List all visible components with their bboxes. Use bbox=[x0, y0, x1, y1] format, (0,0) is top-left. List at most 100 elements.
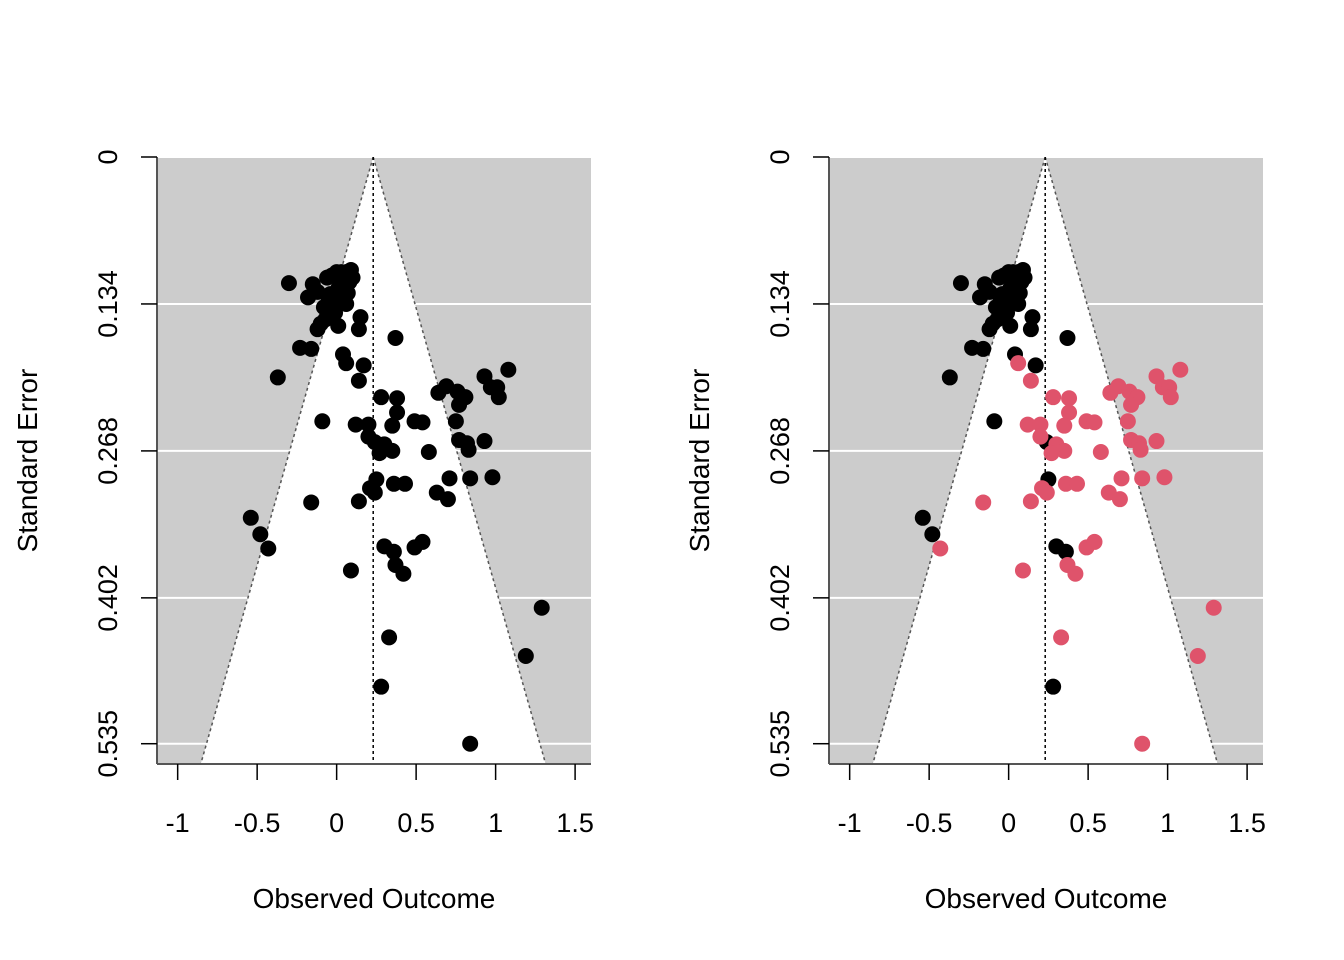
y-tick-label: 0.268 bbox=[93, 417, 123, 485]
data-point bbox=[1053, 629, 1070, 646]
data-point bbox=[1086, 533, 1103, 550]
funnel-left-boundary bbox=[199, 157, 374, 764]
data-point bbox=[389, 404, 406, 421]
data-point bbox=[914, 509, 931, 526]
funnel-right-boundary bbox=[372, 157, 547, 764]
data-point bbox=[1172, 361, 1189, 378]
data-point bbox=[312, 315, 329, 332]
data-point bbox=[1024, 309, 1041, 326]
data-point bbox=[330, 317, 347, 334]
data-point bbox=[1032, 416, 1049, 433]
data-point bbox=[1010, 355, 1027, 372]
data-point bbox=[384, 442, 401, 459]
funnel-left-boundary bbox=[871, 157, 1046, 764]
data-point bbox=[355, 357, 372, 374]
data-point bbox=[397, 475, 413, 492]
x-tick-label: 0.5 bbox=[1069, 808, 1107, 838]
x-tick-label: -1 bbox=[838, 808, 862, 838]
data-point bbox=[373, 389, 390, 406]
data-point bbox=[517, 647, 534, 664]
data-point bbox=[280, 275, 297, 292]
data-point bbox=[269, 369, 286, 386]
data-point bbox=[342, 562, 359, 579]
data-point bbox=[1123, 396, 1140, 413]
x-tick-label: -0.5 bbox=[906, 808, 953, 838]
data-point bbox=[1205, 599, 1222, 616]
plot-region bbox=[157, 157, 591, 764]
data-point bbox=[384, 417, 401, 434]
data-point bbox=[1010, 295, 1027, 312]
y-tick-label: 0 bbox=[765, 149, 795, 164]
data-point bbox=[1061, 390, 1078, 407]
data-point bbox=[462, 735, 479, 752]
series-2 bbox=[932, 355, 1222, 752]
y-tick-label: 0.134 bbox=[93, 270, 123, 338]
y-tick-label: 0.268 bbox=[765, 417, 795, 485]
data-point bbox=[932, 540, 949, 557]
data-point bbox=[500, 361, 517, 378]
funnel-region bbox=[872, 157, 1218, 764]
funnel-region bbox=[200, 157, 546, 764]
x-tick-label: 1 bbox=[488, 808, 503, 838]
data-point bbox=[1043, 445, 1060, 462]
data-point bbox=[1027, 357, 1044, 374]
x-tick-label: 0.5 bbox=[397, 808, 435, 838]
data-point bbox=[986, 413, 1003, 430]
x-tick-label: 1.5 bbox=[1228, 808, 1266, 838]
data-point bbox=[1059, 329, 1076, 346]
data-point bbox=[1111, 491, 1128, 508]
data-point bbox=[1132, 441, 1149, 458]
data-point bbox=[1134, 470, 1151, 487]
data-point bbox=[1162, 389, 1179, 406]
data-point bbox=[533, 599, 550, 616]
data-point bbox=[941, 369, 958, 386]
data-point bbox=[1045, 678, 1062, 695]
x-axis-title: Observed Outcome bbox=[253, 883, 496, 914]
series-1 bbox=[242, 261, 550, 752]
data-point bbox=[385, 543, 402, 560]
data-point bbox=[350, 372, 367, 389]
data-point bbox=[344, 269, 361, 286]
data-point bbox=[462, 470, 479, 487]
data-point bbox=[991, 269, 1008, 286]
data-point bbox=[338, 295, 355, 312]
data-point bbox=[1061, 404, 1078, 421]
data-point bbox=[389, 390, 406, 407]
data-point bbox=[366, 484, 383, 501]
data-point bbox=[441, 470, 458, 487]
y-tick-label: 0.535 bbox=[765, 710, 795, 778]
data-point bbox=[1002, 317, 1019, 334]
data-point bbox=[924, 526, 941, 543]
data-point bbox=[1022, 493, 1039, 510]
data-point bbox=[242, 509, 259, 526]
data-point bbox=[309, 283, 326, 300]
data-point bbox=[1148, 433, 1165, 450]
y-tick-label: 0.134 bbox=[765, 270, 795, 338]
data-point bbox=[350, 321, 367, 338]
data-point bbox=[1069, 475, 1085, 492]
data-point bbox=[420, 444, 437, 461]
data-point bbox=[490, 389, 507, 406]
data-point bbox=[338, 355, 355, 372]
data-point bbox=[373, 678, 390, 695]
data-point bbox=[447, 413, 464, 430]
x-tick-label: -0.5 bbox=[234, 808, 281, 838]
data-point bbox=[303, 494, 320, 511]
x-axis-title: Observed Outcome bbox=[925, 883, 1168, 914]
data-point bbox=[981, 283, 998, 300]
data-point bbox=[984, 315, 1001, 332]
y-tick-label: 0.535 bbox=[93, 710, 123, 778]
series-1 bbox=[914, 261, 1076, 695]
data-point bbox=[1102, 384, 1119, 401]
data-point bbox=[975, 494, 992, 511]
x-tick-label: 1 bbox=[1160, 808, 1175, 838]
data-point bbox=[319, 269, 336, 286]
data-point bbox=[1092, 444, 1109, 461]
data-point bbox=[430, 384, 447, 401]
data-point bbox=[303, 340, 320, 357]
data-point bbox=[460, 441, 477, 458]
x-tick-label: 1.5 bbox=[556, 808, 594, 838]
y-axis-title: Standard Error bbox=[12, 369, 43, 553]
data-point bbox=[1022, 321, 1039, 338]
